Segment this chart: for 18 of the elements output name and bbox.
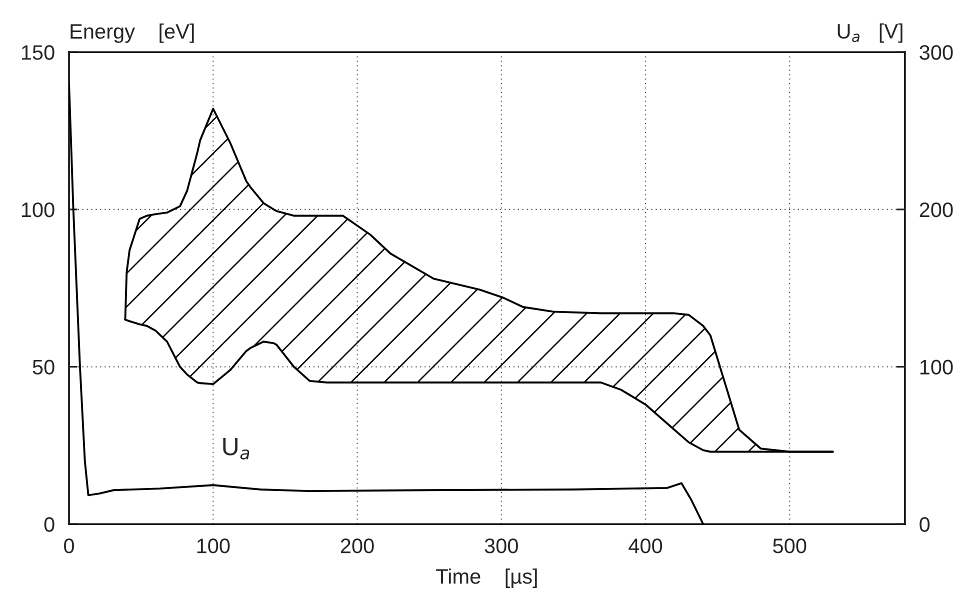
text: U$_{a}$ [V] — [838, 23, 902, 43]
x-tick-label: 200 — [340, 538, 374, 554]
y2-tick-label: 0 — [920, 517, 930, 532]
y-tick-label: 50 — [32, 360, 54, 375]
x-axis-title: Time [µs] — [436, 568, 537, 588]
y-tick-label: 0 — [44, 517, 54, 532]
y-axis-title: Energy [eV] — [70, 23, 194, 43]
y-tick-label: 100 — [22, 202, 54, 218]
annotation: U$_{a}$ — [223, 438, 250, 460]
y-tick-label: 150 — [22, 45, 54, 60]
x-tick-label: 0 — [64, 538, 74, 554]
y2-tick-label: 300 — [920, 45, 953, 60]
y2-tick-label: 200 — [920, 202, 953, 218]
x-tick-label: 100 — [197, 538, 230, 554]
x-tick-label: 300 — [484, 538, 518, 554]
x-tick-label: 500 — [773, 538, 806, 554]
y2-tick-label: 100 — [920, 360, 953, 375]
x-tick-label: 400 — [628, 538, 662, 554]
